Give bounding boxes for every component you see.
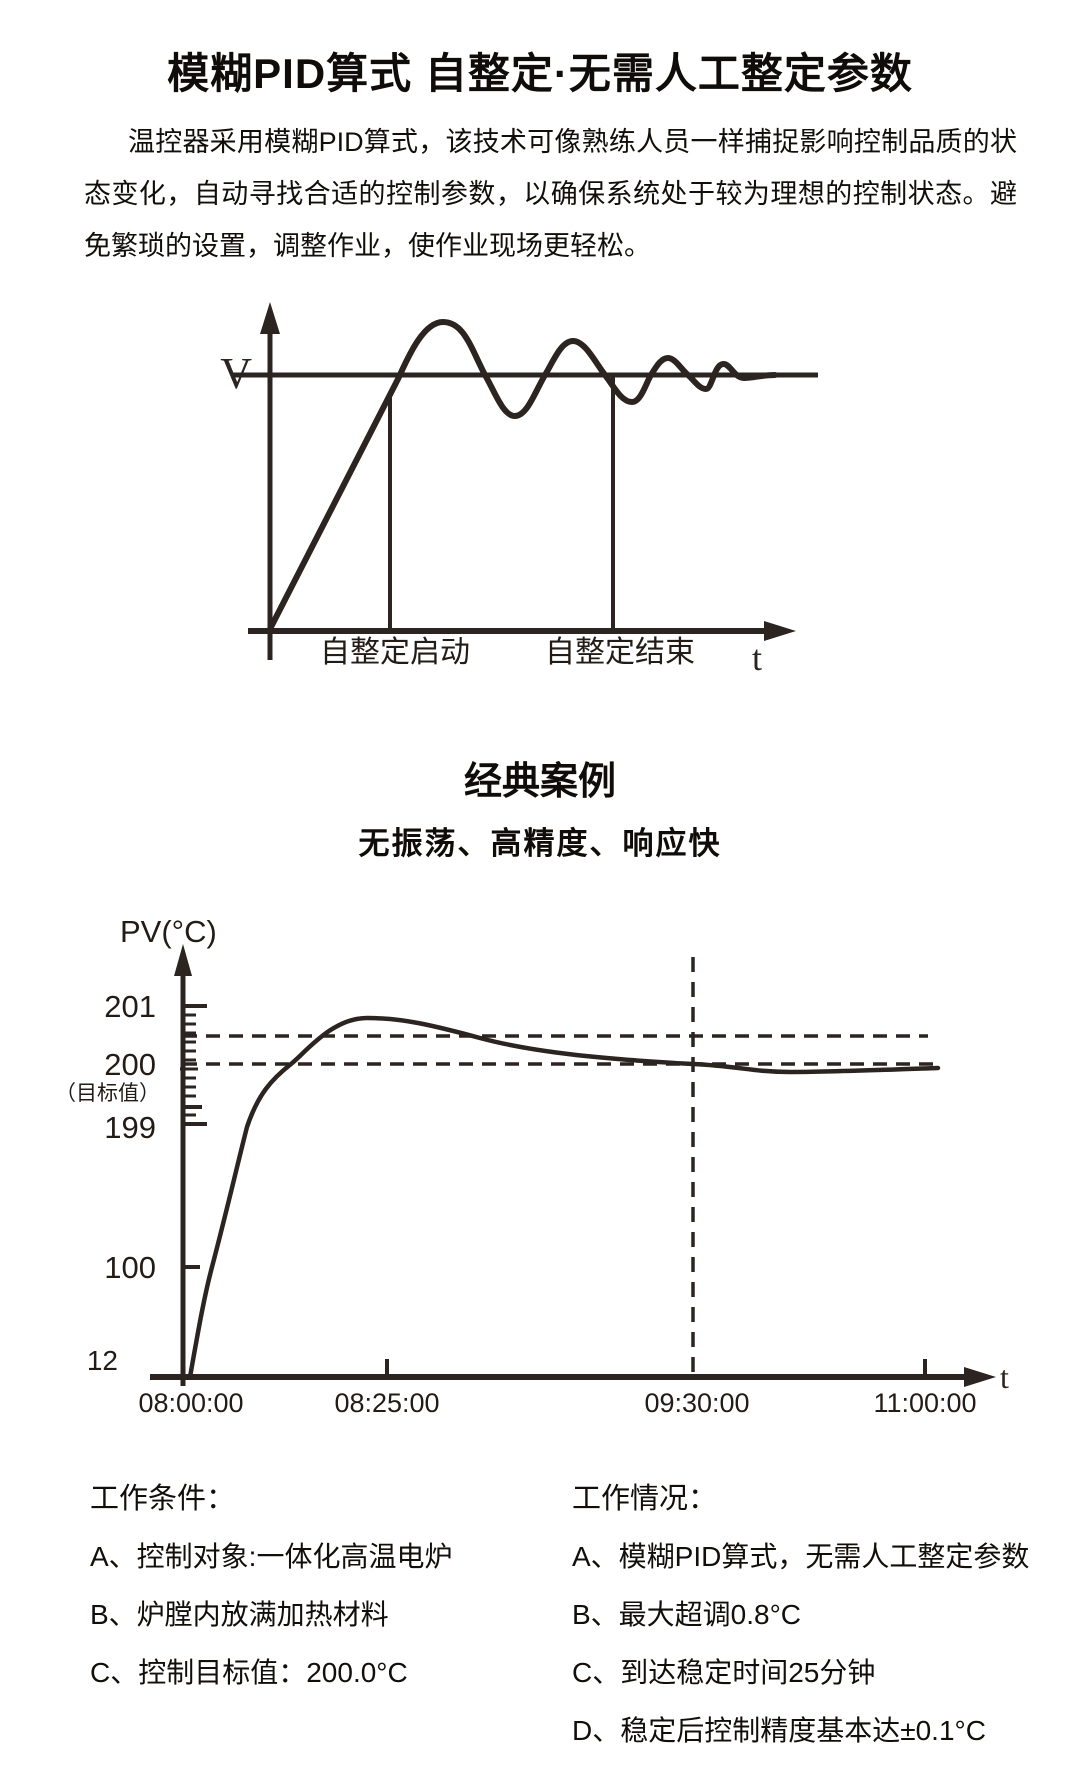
result-item-d: D、稳定后控制精度基本达±0.1°C [572, 1715, 986, 1746]
y-axis-arrow-icon [174, 944, 192, 976]
xtick-0800: 08:00:00 [138, 1388, 243, 1418]
condition-item-a: A、控制对象:一体化高温电炉 [90, 1541, 453, 1572]
time-axis-label: t [1000, 1359, 1009, 1395]
pv-curve [187, 1015, 941, 1380]
result-item-a: A、模糊PID算式，无需人工整定参数 [572, 1541, 1030, 1572]
intro-paragraph: 温控器采用模糊PID算式，该技术可像熟练人员一样捕捉影响控制品质的状态变化，自动… [84, 127, 1017, 261]
pv-axis-label: PV(°C) [120, 914, 217, 949]
ytick-200: 200 [104, 1047, 156, 1082]
y-axis-arrow-icon [260, 302, 280, 334]
tuning-start-label: 自整定启动 [320, 636, 470, 669]
working-results-list: 工作情况： A、模糊PID算式，无需人工整定参数 B、最大超调0.8°C C、到… [572, 1482, 1052, 1748]
x-axis-arrow-icon [964, 1367, 996, 1387]
xtick-0930: 09:30:00 [644, 1388, 749, 1418]
condition-item-b: B、炉膛内放满加热材料 [90, 1599, 389, 1630]
y-axis-ruler-ticks [180, 1004, 207, 1269]
xtick-1100: 11:00:00 [873, 1388, 976, 1418]
case-section-subtitle: 无振荡、高精度、响应快 [358, 826, 722, 861]
x-axis-ticks [385, 1359, 927, 1377]
tuning-end-label: 自整定结束 [545, 636, 695, 669]
x-axis-arrow-icon [764, 621, 796, 641]
response-curve [267, 319, 778, 632]
page-title: 模糊PID算式 自整定·无需人工整定参数 [167, 50, 913, 97]
setpoint-label: V [220, 349, 252, 398]
working-results-heading: 工作情况： [572, 1483, 718, 1515]
case-section-title: 经典案例 [463, 761, 616, 803]
ytick-12: 12 [87, 1345, 118, 1376]
pv-case-chart: PV(°C) 201 200 （目标值） 199 100 12 08:00:00… [55, 914, 1009, 1418]
auto-tuning-chart: V t 自整定启动 自整定结束 [220, 302, 818, 678]
result-item-b: B、最大超调0.8°C [572, 1599, 802, 1630]
xtick-0825: 08:25:00 [334, 1388, 439, 1418]
target-note: （目标值） [55, 1082, 160, 1105]
ytick-100: 100 [104, 1250, 156, 1285]
ytick-199: 199 [104, 1110, 156, 1145]
result-item-c: C、到达稳定时间25分钟 [572, 1657, 876, 1688]
working-conditions-heading: 工作条件： [90, 1483, 236, 1515]
working-conditions-list: 工作条件： A、控制对象:一体化高温电炉 B、炉膛内放满加热材料 C、控制目标值… [90, 1482, 520, 1690]
condition-item-c: C、控制目标值：200.0°C [90, 1657, 408, 1688]
time-axis-label: t [752, 638, 762, 678]
ytick-201: 201 [104, 989, 156, 1024]
